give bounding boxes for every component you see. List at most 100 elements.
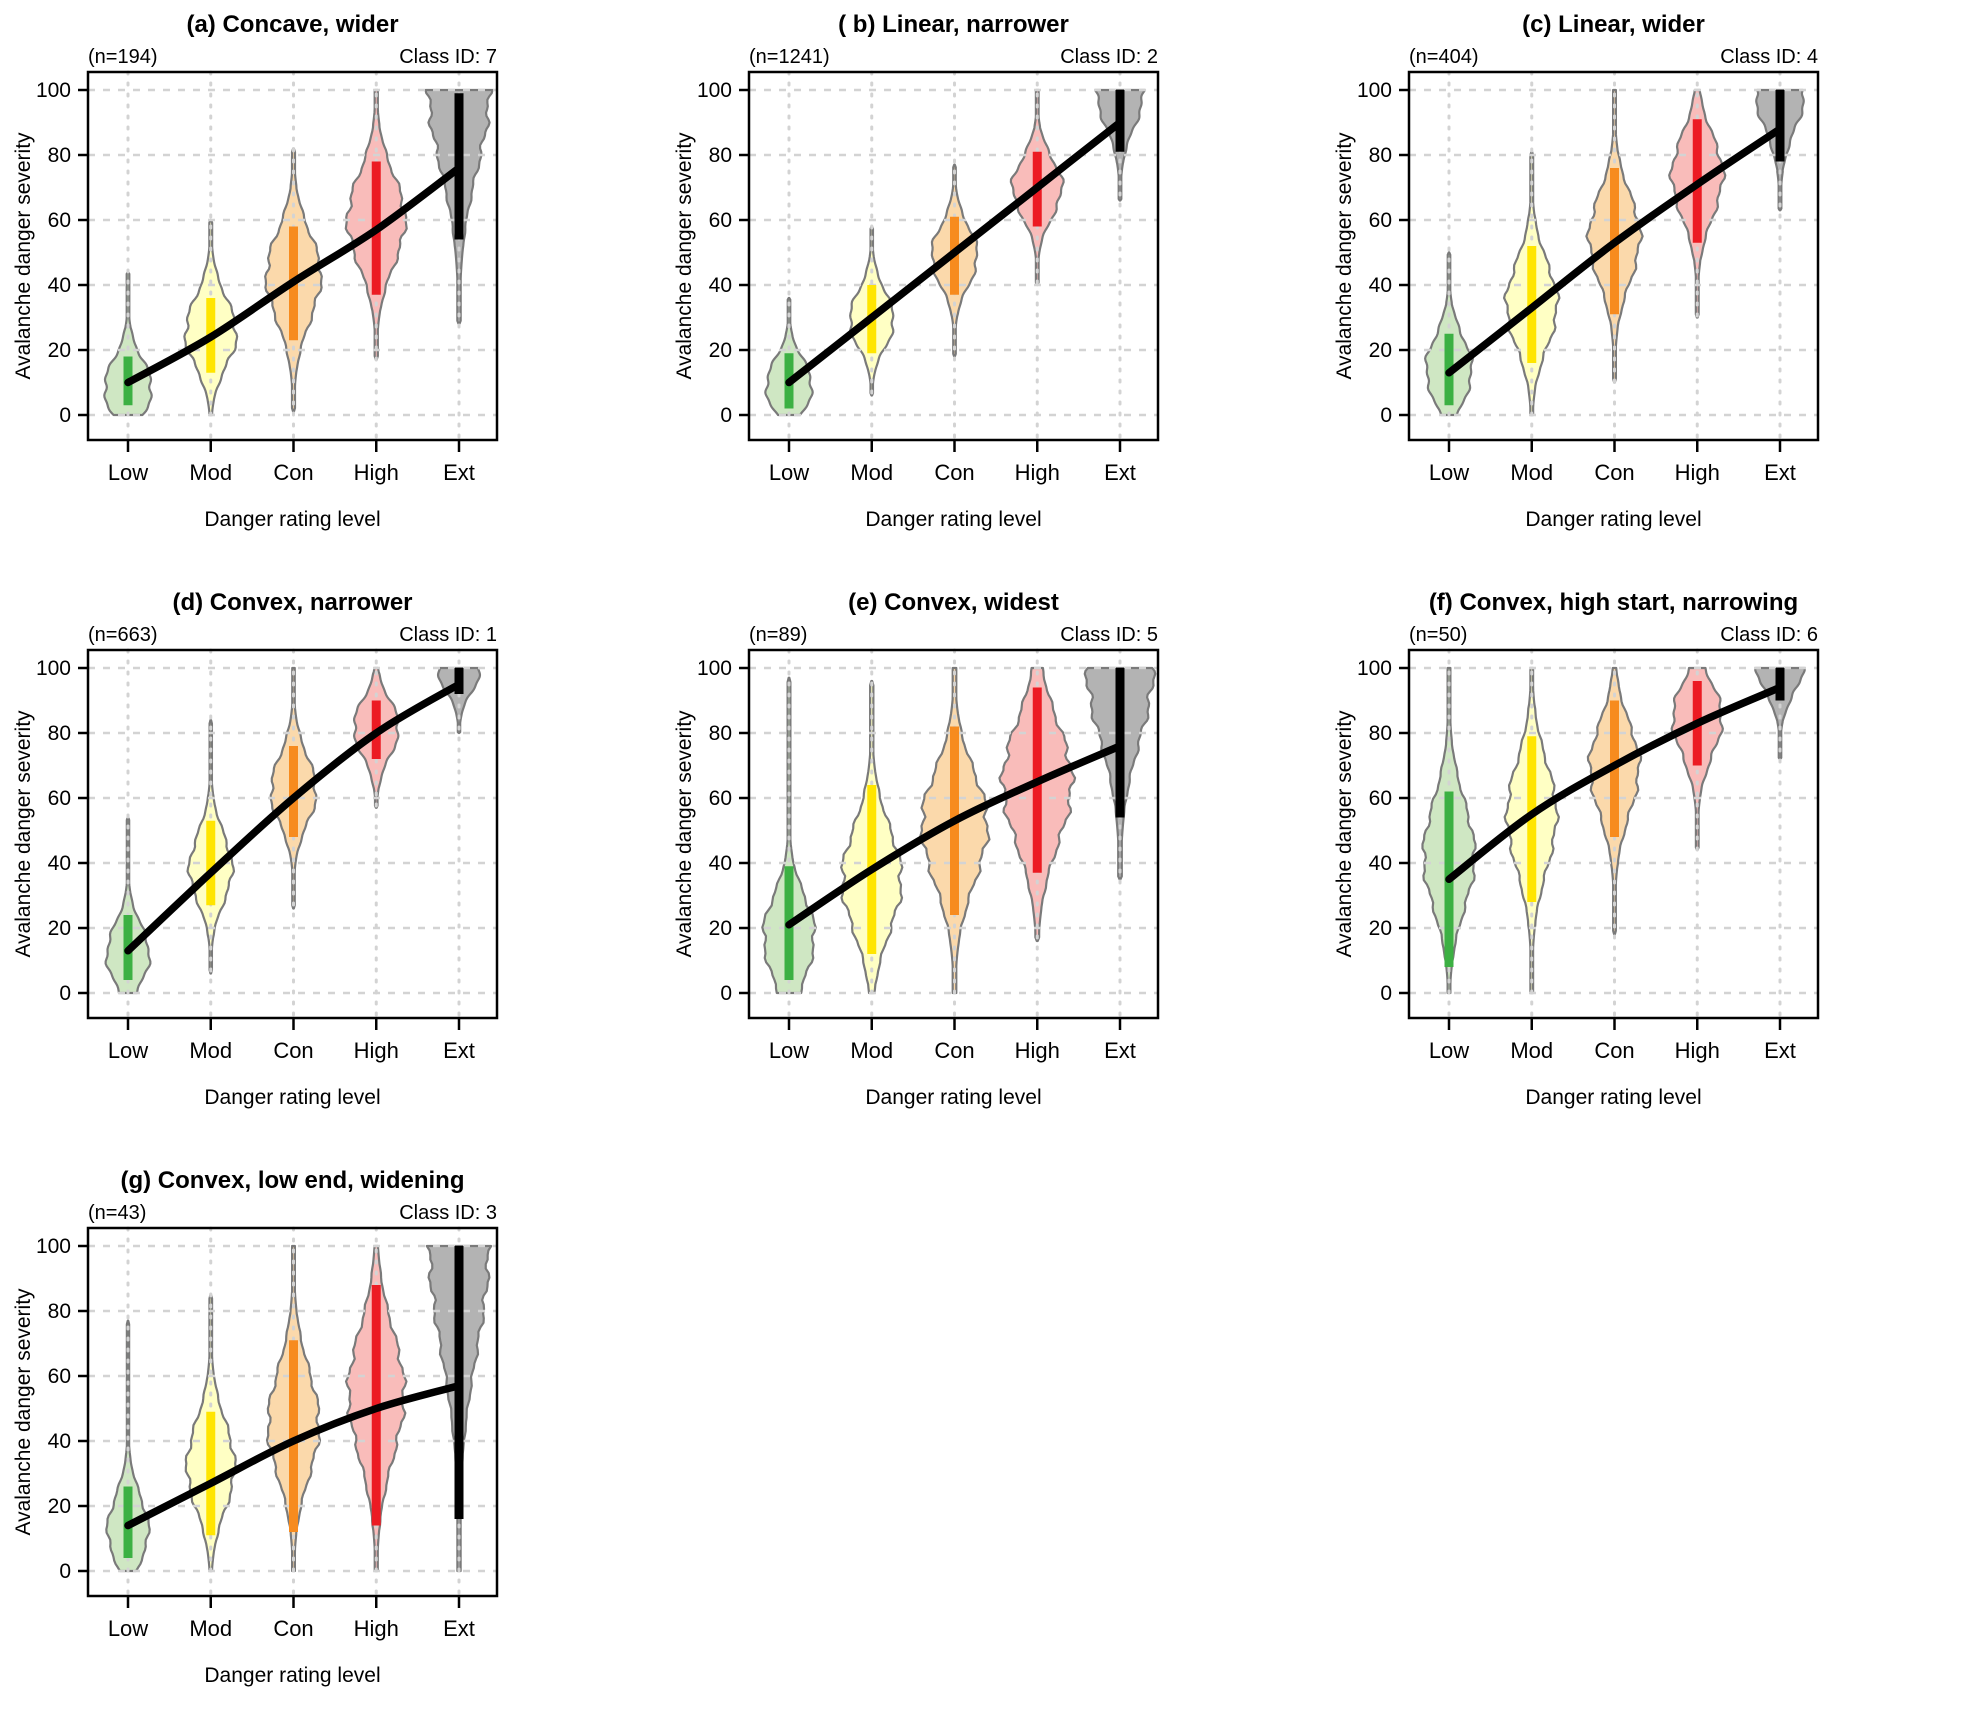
y-tick-label-60: 60 <box>48 209 71 232</box>
panel-c: (c) Linear, wider (n=404) Class ID: 4 0 20 40… <box>1333 11 1820 531</box>
x-tick-label-high: High <box>1675 1038 1720 1063</box>
panel-b: ( b) Linear, narrower (n=1241) Class ID: 2… <box>673 11 1159 531</box>
y-tick-label-80: 80 <box>48 144 71 167</box>
x-tick-label-con: Con <box>1595 1038 1635 1063</box>
y-tick-label-80: 80 <box>48 1300 71 1323</box>
y-tick-label-100: 100 <box>1357 79 1392 102</box>
y-tick-label-80: 80 <box>1369 144 1392 167</box>
y-tick-label-0: 0 <box>720 404 732 427</box>
y-tick-label-80: 80 <box>708 722 731 745</box>
y-axis-title: Avalanche danger severity <box>673 710 696 958</box>
x-tick-label-mod: Mod <box>189 1616 232 1641</box>
x-tick-label-con: Con <box>273 460 313 485</box>
y-tick-label-0: 0 <box>1381 404 1393 427</box>
panel-e: (e) Convex, widest (n=89) Class ID: 5 0 20 40… <box>673 589 1159 1109</box>
y-tick-label-40: 40 <box>48 852 71 875</box>
y-tick-label-40: 40 <box>48 1430 71 1453</box>
x-tick-label-mod: Mod <box>850 1038 893 1063</box>
class-id-label: Class ID: 4 <box>1721 46 1819 68</box>
sample-size-label: (n=194) <box>88 46 158 68</box>
trend-line <box>124 1382 463 1530</box>
y-tick-label-20: 20 <box>48 339 71 362</box>
x-tick-label-high: High <box>354 460 399 485</box>
x-tick-label-ext: Ext <box>1764 460 1796 485</box>
x-tick-label-high: High <box>354 1038 399 1063</box>
y-tick-label-20: 20 <box>708 917 731 940</box>
y-tick-label-100: 100 <box>36 1235 71 1258</box>
panel-cell-e: (e) Convex, widest (n=89) Class ID: 5 0 20 40… <box>661 578 1321 1156</box>
y-tick-label-100: 100 <box>697 79 732 102</box>
x-tick-label-ext: Ext <box>443 1038 475 1063</box>
x-tick-label-con: Con <box>934 460 974 485</box>
x-axis-title: Danger rating level <box>865 1086 1041 1109</box>
y-tick-label-40: 40 <box>708 852 731 875</box>
x-tick-label-mod: Mod <box>1511 1038 1554 1063</box>
panel-d: (d) Convex, narrower (n=663) Class ID: 1 0 2… <box>12 589 499 1109</box>
class-id-label: Class ID: 1 <box>399 624 497 646</box>
y-tick-label-0: 0 <box>1381 982 1393 1005</box>
x-tick-label-low: Low <box>108 460 148 485</box>
y-axis-title: Avalanche danger severity <box>1333 710 1356 958</box>
y-tick-label-0: 0 <box>720 982 732 1005</box>
class-id-label: Class ID: 5 <box>1060 624 1158 646</box>
y-tick-label-80: 80 <box>48 722 71 745</box>
panel-cell-d: (d) Convex, narrower (n=663) Class ID: 1 0 2… <box>0 578 660 1156</box>
x-tick-label-low: Low <box>1429 1038 1469 1063</box>
y-tick-label-20: 20 <box>708 339 731 362</box>
x-tick-label-low: Low <box>1429 460 1469 485</box>
x-tick-label-low: Low <box>768 1038 808 1063</box>
x-tick-label-con: Con <box>1595 460 1635 485</box>
violin-low <box>105 1319 151 1573</box>
x-tick-label-con: Con <box>934 1038 974 1063</box>
y-tick-label-60: 60 <box>1369 787 1392 810</box>
y-axis-title: Avalanche danger severity <box>673 132 696 380</box>
y-tick-label-40: 40 <box>1369 274 1392 297</box>
y-tick-label-60: 60 <box>48 1365 71 1388</box>
x-tick-label-high: High <box>1675 460 1720 485</box>
x-tick-label-ext: Ext <box>1104 1038 1136 1063</box>
y-axis-title: Avalanche danger severity <box>1333 132 1356 380</box>
x-tick-label-ext: Ext <box>443 1616 475 1641</box>
sample-size-label: (n=663) <box>88 624 158 646</box>
trend-line <box>1445 125 1785 377</box>
panel-cell-b: ( b) Linear, narrower (n=1241) Class ID: 2… <box>661 0 1321 578</box>
panel-cell-a: (a) Concave, wider (n=194) Class ID: 7 0 20 4… <box>0 0 660 578</box>
x-tick-label-con: Con <box>273 1038 313 1063</box>
panel-cell-f: (f) Convex, high start, narrowing (n=50) C… <box>1321 578 1981 1156</box>
y-tick-label-60: 60 <box>708 787 731 810</box>
sample-size-label: (n=1241) <box>749 46 830 68</box>
class-id-label: Class ID: 7 <box>399 46 497 68</box>
x-tick-label-ext: Ext <box>1104 460 1136 485</box>
y-tick-label-100: 100 <box>1357 657 1392 680</box>
x-tick-label-high: High <box>354 1616 399 1641</box>
trend-line <box>784 742 1124 929</box>
y-tick-label-20: 20 <box>48 917 71 940</box>
x-axis-title: Danger rating level <box>204 1664 380 1687</box>
x-tick-label-low: Low <box>108 1038 148 1063</box>
class-id-label: Class ID: 2 <box>1060 46 1158 68</box>
x-tick-label-mod: Mod <box>850 460 893 485</box>
x-tick-label-high: High <box>1014 1038 1059 1063</box>
x-tick-label-low: Low <box>768 460 808 485</box>
y-tick-label-20: 20 <box>1369 917 1392 940</box>
y-tick-label-80: 80 <box>708 144 731 167</box>
y-tick-label-20: 20 <box>1369 339 1392 362</box>
y-tick-label-60: 60 <box>48 787 71 810</box>
y-tick-label-40: 40 <box>1369 852 1392 875</box>
x-tick-label-mod: Mod <box>189 460 232 485</box>
sample-size-label: (n=43) <box>88 1202 146 1224</box>
sample-size-label: (n=50) <box>1409 624 1467 646</box>
trend-line <box>1445 683 1785 884</box>
x-axis-title: Danger rating level <box>1526 508 1702 531</box>
y-tick-label-0: 0 <box>59 982 71 1005</box>
y-tick-label-40: 40 <box>708 274 731 297</box>
y-tick-label-60: 60 <box>708 209 731 232</box>
x-tick-label-con: Con <box>273 1616 313 1641</box>
y-tick-label-80: 80 <box>1369 722 1392 745</box>
panel-cell-c: (c) Linear, wider (n=404) Class ID: 4 0 20 40… <box>1321 0 1981 578</box>
panel-cell-g: (g) Convex, low end, widening (n=43) Class… <box>0 1156 660 1733</box>
x-tick-label-mod: Mod <box>1511 460 1554 485</box>
y-axis-title: Avalanche danger severity <box>12 1288 35 1536</box>
panel-g: (g) Convex, low end, widening (n=43) Class… <box>12 1167 499 1687</box>
